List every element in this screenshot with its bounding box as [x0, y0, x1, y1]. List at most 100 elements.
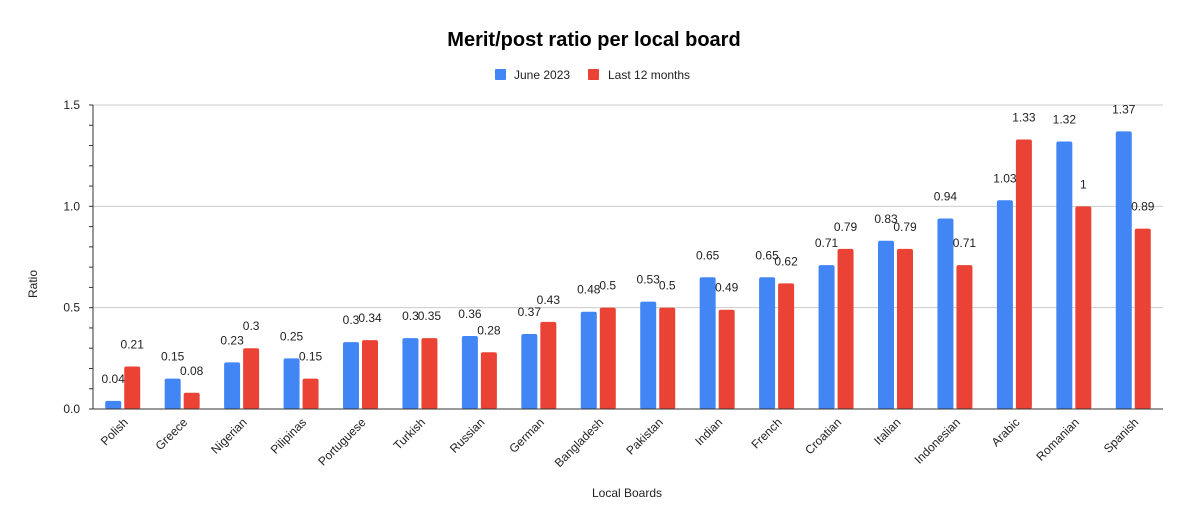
y-axis-ticks: 0.0 0.5 1.0 1.5 [63, 98, 93, 416]
data-label-last-12-months-croatian: 0.79 [834, 220, 858, 234]
data-label-last-12-months-arabic: 1.33 [1012, 110, 1036, 124]
bar-june-2023-romanian [1056, 141, 1073, 410]
data-label-last-12-months-french: 0.62 [774, 254, 798, 268]
x-tick-label-spanish: Spanish [1101, 415, 1142, 456]
bar-june-2023-french [759, 277, 776, 409]
bar-june-2023-polish [105, 400, 122, 409]
data-label-june-2023-romanian: 1.32 [1053, 112, 1077, 126]
x-tick-label-croatian: Croatian [802, 415, 844, 457]
bar-june-2023-greece [164, 378, 181, 409]
legend-label-last-12-months: Last 12 months [608, 68, 690, 82]
x-tick-label-russian: Russian [447, 415, 488, 456]
bar-last-12-months-bangladesh [599, 307, 616, 409]
data-label-june-2023-portuguese: 0.3 [343, 313, 360, 327]
x-tick-label-indonesian: Indonesian [912, 415, 963, 466]
data-label-last-12-months-polish: 0.21 [121, 337, 145, 351]
legend-label-june-2023: June 2023 [514, 68, 570, 82]
legend-swatch-last-12-months [588, 69, 599, 80]
data-label-june-2023-greece: 0.15 [161, 350, 185, 364]
x-tick-label-pakistan: Pakistan [623, 415, 665, 457]
bar-last-12-months-indonesian [956, 265, 973, 409]
bar-last-12-months-romanian [1075, 206, 1092, 409]
x-tick-label-indian: Indian [692, 415, 725, 448]
y-axis-title: Ratio [26, 270, 40, 298]
bar-june-2023-croatian [818, 265, 835, 409]
legend-swatch-june-2023 [495, 69, 506, 80]
x-tick-label-arabic: Arabic [989, 415, 1023, 449]
bar-last-12-months-italian [897, 248, 913, 409]
y-tick-label: 1.0 [63, 199, 80, 213]
chart-title: Merit/post ratio per local board [447, 29, 740, 51]
data-label-last-12-months-turkish: 0.35 [418, 309, 442, 323]
bar-june-2023-italian [878, 240, 894, 409]
bars [105, 131, 1151, 410]
bar-last-12-months-nigerian [243, 348, 260, 409]
bar-june-2023-german [521, 334, 538, 409]
y-tick-label: 1.5 [63, 98, 80, 112]
x-tick-label-greece: Greece [153, 415, 191, 453]
bar-last-12-months-arabic [1015, 139, 1032, 409]
bar-last-12-months-greece [183, 392, 200, 409]
x-tick-label-turkish: Turkish [391, 415, 428, 452]
data-label-june-2023-nigerian: 0.23 [220, 333, 244, 347]
data-label-last-12-months-romanian: 1 [1080, 177, 1087, 191]
x-tick-label-bangladesh: Bangladesh [552, 415, 607, 470]
data-label-june-2023-pilipinas: 0.25 [280, 329, 304, 343]
data-label-last-12-months-pakistan: 0.5 [659, 279, 676, 293]
bar-last-12-months-pilipinas [302, 378, 319, 409]
bar-june-2023-indian [699, 277, 716, 409]
bar-june-2023-nigerian [224, 362, 241, 409]
bar-last-12-months-pakistan [659, 307, 676, 409]
y-tick-label: 0.5 [63, 301, 80, 315]
data-label-june-2023-italian: 0.83 [874, 212, 898, 226]
data-label-june-2023-indonesian: 0.94 [934, 189, 958, 203]
bar-june-2023-bangladesh [580, 311, 597, 409]
data-label-june-2023-arabic: 1.03 [993, 171, 1017, 185]
bar-last-12-months-spanish [1134, 228, 1151, 409]
x-axis-title: Local Boards [592, 486, 662, 500]
x-tick-label-portuguese: Portuguese [315, 415, 369, 469]
x-tick-label-french: French [748, 415, 784, 451]
data-label-june-2023-russian: 0.36 [458, 307, 482, 321]
data-label-june-2023-croatian: 0.71 [815, 236, 839, 250]
data-label-last-12-months-indonesian: 0.71 [953, 236, 977, 250]
bar-june-2023-turkish [402, 338, 419, 409]
data-label-last-12-months-nigerian: 0.3 [243, 319, 260, 333]
x-tick-label-romanian: Romanian [1033, 415, 1082, 464]
bar-june-2023-spanish [1115, 131, 1132, 409]
x-tick-label-italian: Italian [871, 415, 904, 448]
bar-june-2023-russian [461, 336, 478, 409]
x-tick-label-nigerian: Nigerian [208, 415, 250, 457]
x-tick-label-pilipinas: Pilipinas [268, 415, 310, 457]
data-label-last-12-months-german: 0.43 [537, 293, 561, 307]
x-axis-labels: Polish Greece Nigerian Pilipinas Portuguese T… [98, 415, 1142, 470]
data-label-june-2023-french: 0.65 [755, 248, 779, 262]
bar-june-2023-pilipinas [283, 358, 300, 409]
data-label-june-2023-indian: 0.65 [696, 248, 720, 262]
bar-last-12-months-russian [480, 352, 497, 409]
legend: June 2023 Last 12 months [495, 68, 690, 82]
bar-june-2023-pakistan [640, 301, 657, 409]
bar-june-2023-portuguese [343, 342, 359, 409]
x-tick-label-german: German [506, 415, 547, 456]
bar-last-12-months-croatian [837, 248, 854, 409]
data-label-last-12-months-russian: 0.28 [477, 323, 501, 337]
y-tick-label: 0.0 [63, 402, 80, 416]
bar-last-12-months-indian [718, 309, 735, 409]
bar-june-2023-indonesian [937, 218, 954, 409]
x-tick-label-polish: Polish [98, 415, 131, 448]
data-label-june-2023-pakistan: 0.53 [637, 273, 661, 287]
data-label-june-2023-polish: 0.04 [102, 372, 126, 386]
data-label-june-2023-turkish: 0.3 [402, 309, 419, 323]
data-label-last-12-months-pilipinas: 0.15 [299, 350, 323, 364]
bar-june-2023-arabic [996, 200, 1013, 409]
data-label-last-12-months-indian: 0.49 [715, 281, 739, 295]
bar-last-12-months-polish [124, 366, 141, 409]
data-label-last-12-months-portuguese: 0.34 [358, 311, 382, 325]
data-label-last-12-months-bangladesh: 0.5 [599, 279, 616, 293]
bar-last-12-months-german [540, 321, 557, 409]
data-label-june-2023-spanish: 1.37 [1112, 102, 1136, 116]
bar-last-12-months-french [778, 283, 795, 409]
